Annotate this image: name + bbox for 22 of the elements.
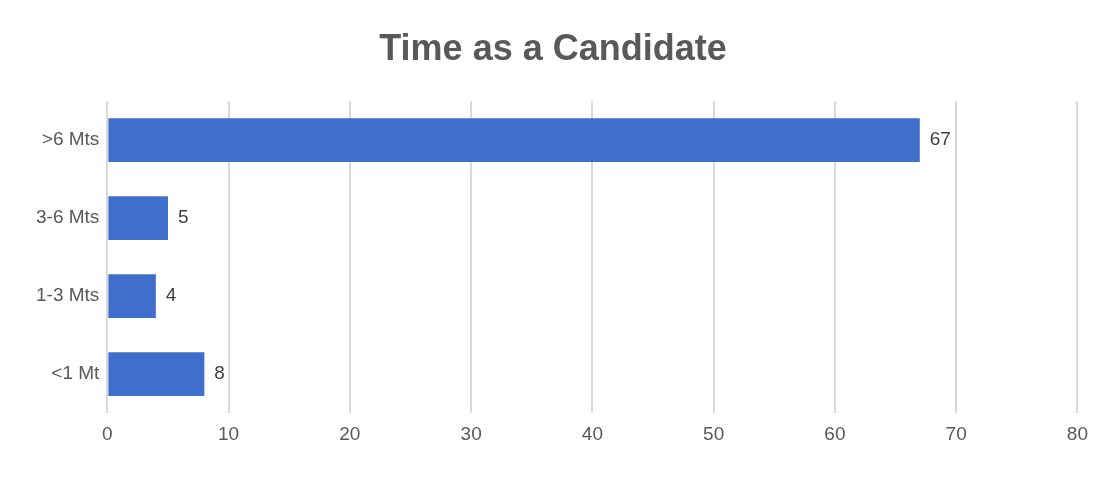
- x-tick-label: 20: [339, 422, 361, 444]
- x-tick-label: 40: [581, 422, 603, 444]
- x-tick-label: 60: [824, 422, 846, 444]
- x-tick-label: 70: [945, 422, 967, 444]
- y-tick-label: >6 Mts: [41, 128, 100, 150]
- x-tick-label: 30: [460, 422, 482, 444]
- data-label: 5: [177, 206, 189, 228]
- y-tick-label: 1-3 Mts: [35, 284, 100, 306]
- data-label: 67: [929, 128, 951, 150]
- y-tick-label: 3-6 Mts: [35, 206, 100, 228]
- bar: [108, 352, 205, 397]
- bar: [108, 118, 920, 163]
- chart-title: Time as a Candidate: [379, 26, 727, 68]
- data-label: 4: [165, 284, 177, 306]
- x-tick-label: 10: [218, 422, 240, 444]
- y-tick-label: <1 Mt: [51, 362, 101, 384]
- x-tick-label: 50: [703, 422, 725, 444]
- data-label: 8: [214, 362, 225, 384]
- x-tick-label: 80: [1066, 422, 1088, 444]
- x-tick-label: 0: [102, 422, 113, 444]
- bar: [108, 196, 168, 241]
- bar: [108, 274, 156, 319]
